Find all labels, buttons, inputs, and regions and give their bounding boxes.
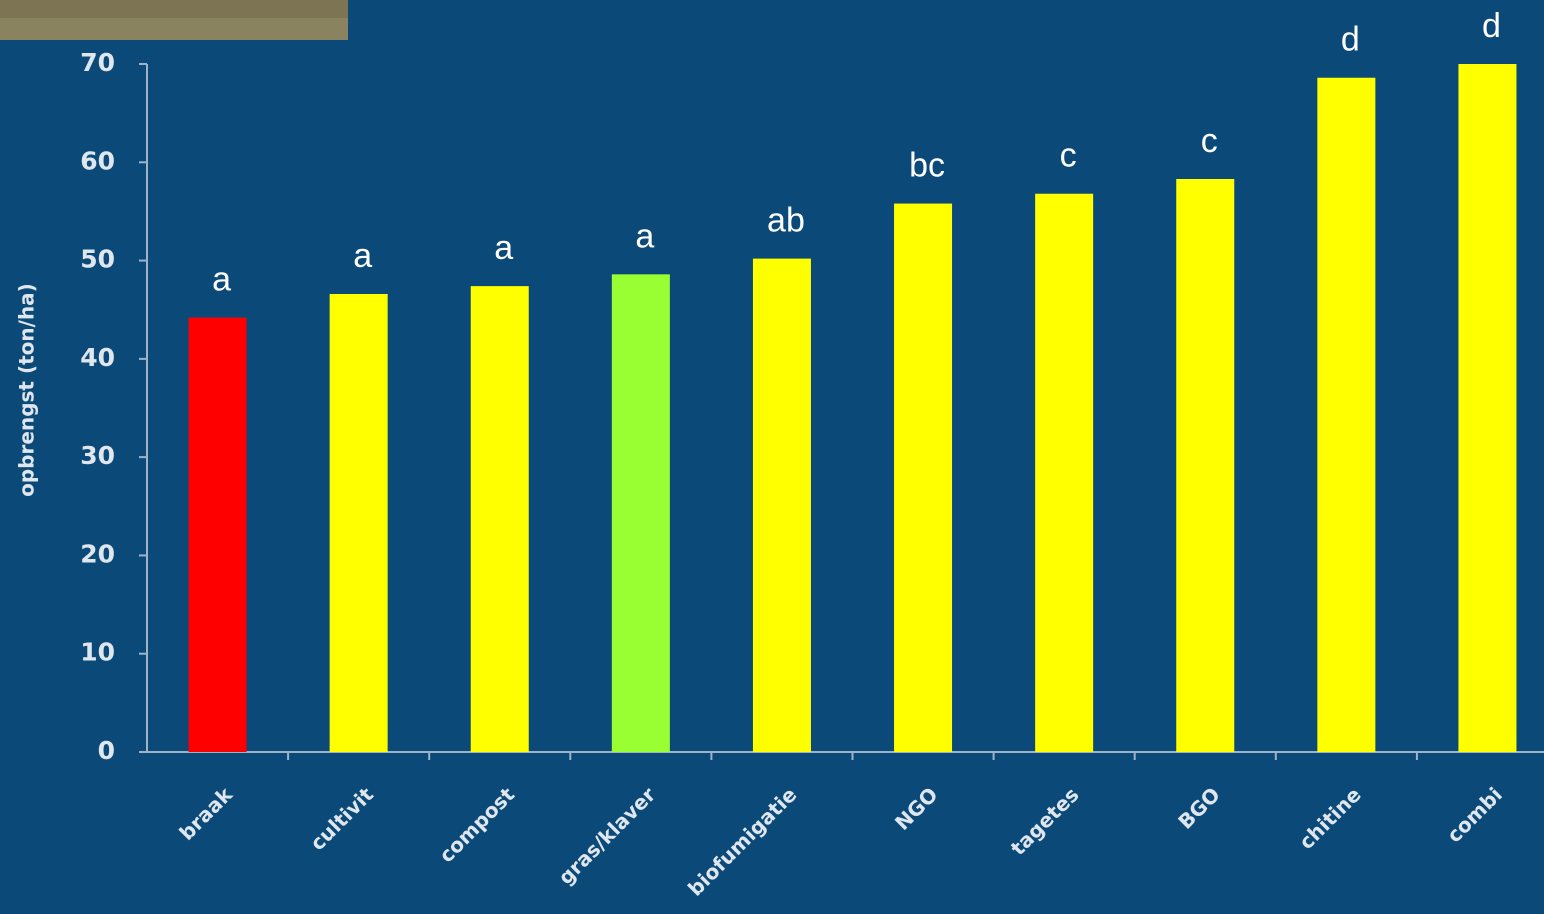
bar	[1176, 178, 1235, 753]
significance-label: a	[353, 237, 372, 275]
y-tick-label: 60	[80, 146, 115, 175]
significance-label: a	[494, 229, 513, 267]
significance-label: d	[1482, 7, 1501, 45]
y-tick-label: 70	[80, 48, 115, 77]
bar	[894, 203, 953, 752]
bar	[188, 317, 247, 752]
y-tick-label: 40	[80, 343, 115, 372]
significance-label: bc	[909, 147, 945, 185]
bar	[752, 258, 811, 752]
significance-label: a	[635, 217, 654, 255]
significance-label: a	[212, 261, 231, 299]
significance-label: ab	[767, 202, 805, 240]
y-tick-label: 0	[98, 736, 115, 765]
bar	[1458, 64, 1517, 752]
y-axis-label: opbrengst (ton/ha)	[15, 283, 39, 497]
significance-label: d	[1341, 21, 1360, 59]
significance-label: c	[1201, 122, 1218, 160]
photo-detail	[0, 18, 348, 40]
y-tick-label: 30	[80, 441, 115, 470]
bar	[329, 293, 388, 752]
bar	[1317, 77, 1376, 752]
y-tick-label: 20	[80, 539, 115, 568]
y-tick-label: 10	[80, 638, 115, 667]
bar	[470, 286, 529, 752]
bar	[1035, 193, 1094, 753]
bar	[611, 274, 670, 752]
significance-label: c	[1060, 137, 1077, 175]
y-tick-label: 50	[80, 245, 115, 274]
